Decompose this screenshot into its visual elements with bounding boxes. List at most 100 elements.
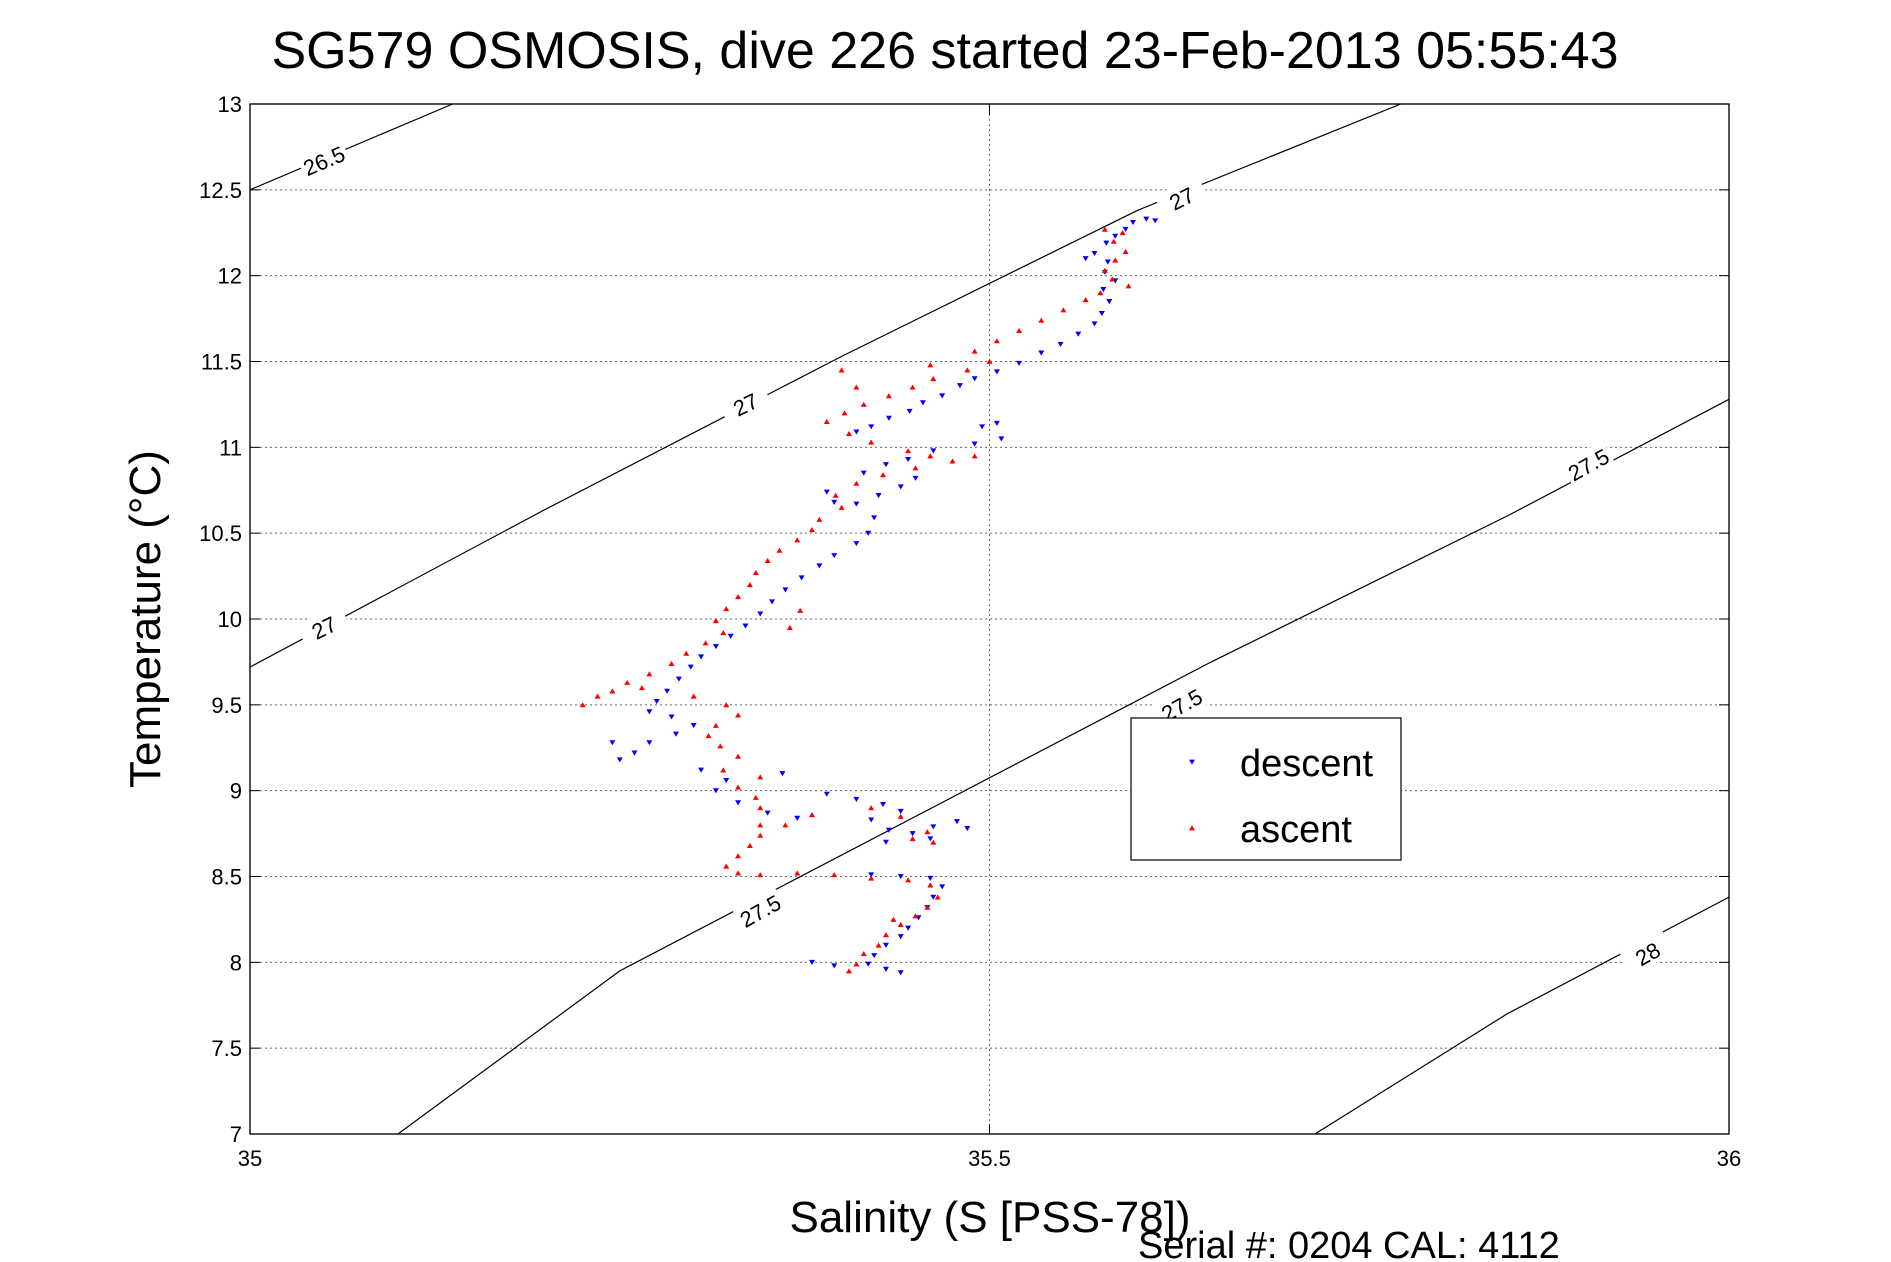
contour-label-bg — [1153, 680, 1209, 727]
y-tick-label: 8 — [230, 950, 242, 975]
ascent-point — [930, 375, 937, 382]
contour-line-27 — [249, 103, 1401, 668]
descent-point — [853, 501, 860, 507]
descent-point — [1075, 331, 1082, 337]
descent-point — [912, 475, 919, 481]
descent-point — [712, 788, 719, 794]
ascent-point — [720, 767, 727, 773]
ascent-point — [909, 836, 916, 842]
ascent-point — [705, 733, 712, 739]
descent-point — [909, 831, 916, 837]
descent-point — [993, 369, 1000, 375]
descent-point — [897, 808, 904, 814]
ascent-point — [764, 557, 771, 564]
ascent-point — [971, 453, 978, 459]
ascent-point — [646, 671, 653, 677]
ascent-point — [823, 418, 830, 424]
ascent-point — [735, 784, 742, 790]
ascent-point — [949, 458, 956, 464]
ascent-point — [1060, 307, 1067, 313]
descent-point — [646, 709, 653, 715]
y-tick-label: 8.5 — [211, 865, 242, 890]
ascent-point — [746, 842, 753, 848]
descent-point — [735, 800, 742, 806]
descent-point — [794, 815, 801, 821]
ascent-point — [853, 480, 860, 486]
descent-point — [956, 383, 963, 389]
ascent-point — [860, 401, 867, 407]
ascent-point — [924, 829, 931, 835]
descent-point — [782, 587, 789, 593]
series-descent — [609, 216, 1159, 976]
descent-point — [897, 934, 904, 940]
ascent-point — [909, 384, 916, 390]
descent-point — [853, 796, 860, 802]
ascent-point — [1109, 276, 1116, 282]
descent-point — [1129, 220, 1136, 226]
y-tick-label: 13 — [218, 92, 242, 117]
descent-point — [964, 826, 971, 832]
descent-point — [831, 499, 838, 505]
legend-label-ascent: ascent — [1240, 809, 1352, 851]
ascent-point — [782, 822, 789, 828]
descent-point — [1082, 256, 1089, 262]
descent-point — [1100, 287, 1107, 293]
y-tick-label: 7 — [230, 1122, 242, 1147]
contour-label-bg — [732, 886, 788, 933]
descent-point — [769, 599, 776, 605]
plot-border — [249, 103, 1730, 1135]
ascent-point — [794, 870, 801, 876]
ascent-point — [912, 913, 919, 919]
ascent-point — [890, 916, 897, 922]
ascent-point — [875, 942, 882, 948]
descent-point — [1098, 311, 1105, 317]
x-tick-label: 35.5 — [968, 1146, 1011, 1171]
descent-point — [875, 493, 882, 499]
descent-point — [865, 530, 872, 536]
ascent-point — [838, 504, 845, 510]
ascent-point — [1016, 327, 1023, 333]
ascent-point — [735, 853, 742, 859]
descent-point — [1091, 321, 1098, 327]
descent-point — [930, 824, 937, 830]
descent-point — [897, 484, 904, 490]
ascent-point — [868, 805, 875, 811]
legend-marker-descent — [1189, 759, 1195, 765]
descent-point — [927, 836, 934, 842]
ascent-point — [868, 439, 875, 445]
grid-lines — [250, 104, 1729, 1134]
descent-point — [742, 623, 749, 629]
ascent-point — [927, 882, 934, 888]
legend-label-descent: descent — [1240, 743, 1374, 785]
ascent-point — [746, 581, 753, 588]
descent-point — [979, 424, 986, 430]
y-tick-label: 12.5 — [199, 178, 242, 203]
data-series — [579, 216, 1159, 976]
ascent-point — [1101, 267, 1108, 273]
descent-point — [1038, 350, 1045, 356]
ascent-point — [638, 684, 645, 691]
descent-point — [905, 925, 912, 931]
descent-point — [687, 664, 694, 670]
descent-point — [712, 644, 719, 650]
descent-point — [1112, 233, 1119, 239]
descent-point — [698, 767, 705, 773]
descent-point — [993, 420, 1000, 426]
ascent-point — [1119, 230, 1126, 236]
ascent-point — [809, 527, 816, 533]
descent-point — [905, 456, 912, 463]
ascent-point — [735, 870, 742, 876]
descent-point — [779, 771, 786, 777]
ascent-point — [897, 813, 904, 819]
y-tick-label: 10 — [218, 607, 242, 632]
descent-point — [882, 942, 889, 948]
ascent-point — [757, 774, 764, 780]
ascent-point — [735, 593, 742, 600]
ascent-point — [853, 384, 860, 390]
ascent-point — [1112, 257, 1119, 263]
y-axis-label: Temperature (°C) — [121, 450, 170, 788]
descent-point — [953, 819, 960, 825]
descent-point — [897, 970, 904, 976]
descent-point — [930, 894, 937, 900]
